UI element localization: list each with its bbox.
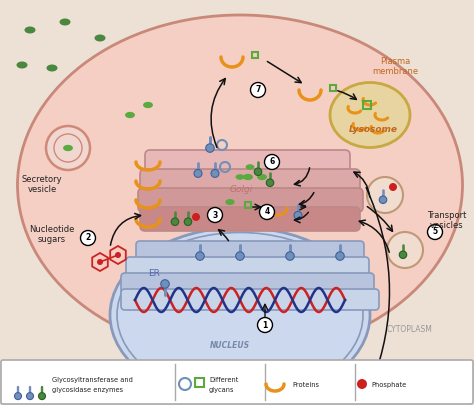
Bar [245,202,251,208]
Text: Plasma: Plasma [380,58,410,66]
Circle shape [192,213,200,221]
Text: 3: 3 [212,211,218,220]
Text: 2: 2 [85,234,91,243]
Circle shape [208,207,222,222]
Circle shape [257,318,273,333]
Ellipse shape [60,19,71,26]
Circle shape [184,218,192,226]
Circle shape [38,392,46,400]
Ellipse shape [125,112,135,118]
Ellipse shape [246,164,255,170]
Bar [252,52,258,58]
Text: NUCLEUS: NUCLEUS [210,341,250,350]
Ellipse shape [236,174,245,180]
Text: Secretory: Secretory [22,175,62,185]
Circle shape [266,179,274,186]
Text: Proteins: Proteins [292,382,319,388]
Circle shape [194,169,202,177]
FancyBboxPatch shape [138,188,363,212]
Circle shape [286,252,294,260]
Circle shape [46,126,90,170]
FancyBboxPatch shape [126,257,369,278]
Ellipse shape [18,15,463,355]
Circle shape [250,83,265,98]
Circle shape [27,392,34,400]
Text: Phosphate: Phosphate [371,382,406,388]
Ellipse shape [330,83,410,147]
FancyBboxPatch shape [140,169,360,193]
Ellipse shape [225,199,235,205]
Circle shape [211,169,219,177]
FancyBboxPatch shape [121,273,374,294]
Text: ER: ER [148,269,160,277]
Circle shape [236,252,244,260]
Text: Lysosome: Lysosome [348,126,398,134]
Text: Golgi: Golgi [230,185,253,194]
FancyBboxPatch shape [145,150,350,174]
Text: 4: 4 [264,207,270,217]
Circle shape [81,230,95,245]
Circle shape [294,211,302,220]
Circle shape [357,379,367,389]
Ellipse shape [25,26,36,34]
Circle shape [387,232,423,268]
Text: Transport: Transport [428,211,467,220]
Text: membrane: membrane [372,68,418,77]
Text: CYTOPLASM: CYTOPLASM [387,326,433,335]
Ellipse shape [17,62,27,68]
Bar [330,85,336,91]
Circle shape [389,183,397,191]
Ellipse shape [110,228,370,403]
Circle shape [428,224,443,239]
Circle shape [161,280,169,288]
Ellipse shape [46,64,57,72]
Circle shape [367,177,403,213]
Text: glycosidase enzymes: glycosidase enzymes [52,387,123,393]
Ellipse shape [243,174,253,180]
Circle shape [379,196,387,203]
FancyBboxPatch shape [121,289,379,310]
Text: 1: 1 [263,320,268,330]
Ellipse shape [94,34,106,41]
Ellipse shape [143,102,153,108]
Text: 6: 6 [269,158,274,166]
Circle shape [15,392,21,400]
Circle shape [97,259,103,265]
Circle shape [115,252,121,258]
Circle shape [206,144,214,152]
Circle shape [54,134,82,162]
Text: vesicle: vesicle [27,185,56,194]
FancyBboxPatch shape [1,360,473,404]
Circle shape [259,205,274,220]
Circle shape [399,251,407,258]
Text: 7: 7 [255,85,261,94]
Ellipse shape [63,145,73,151]
Text: glycans: glycans [209,387,235,393]
Ellipse shape [257,174,267,180]
Circle shape [264,154,280,170]
FancyBboxPatch shape [140,207,360,231]
Text: Glycosyltransferase and: Glycosyltransferase and [52,377,133,383]
Text: 5: 5 [432,228,438,237]
Circle shape [254,168,262,175]
Text: Different: Different [209,377,238,383]
FancyBboxPatch shape [136,241,364,262]
Circle shape [196,252,204,260]
Circle shape [171,218,179,226]
Circle shape [336,252,344,260]
Bar [195,378,204,387]
Text: Nucleotide: Nucleotide [29,226,75,234]
Text: sugars: sugars [38,235,66,245]
Text: vesicles: vesicles [430,220,464,230]
